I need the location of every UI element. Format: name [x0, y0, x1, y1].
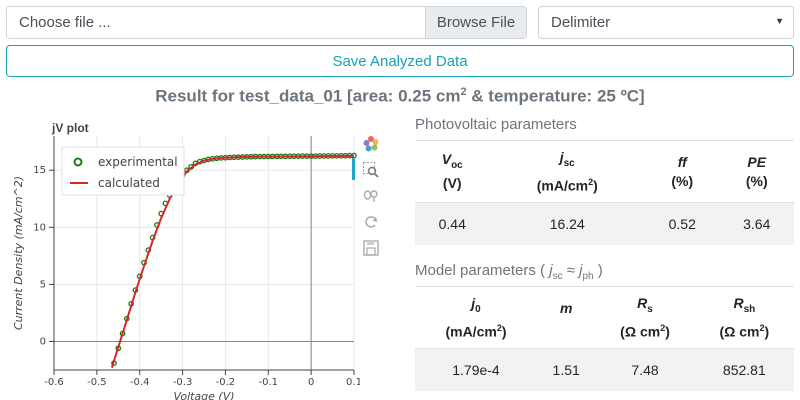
header-ff: ff (%) [644, 140, 720, 203]
browse-file-button[interactable]: Browse File [425, 7, 526, 38]
y-tick-label: 10 [33, 222, 46, 233]
x-axis-label: Voltage (V) [173, 390, 234, 400]
table-row: 0.44 16.24 0.52 3.64 [415, 202, 794, 245]
model-section-title: Model parameters ( jsc ≈ jph ) [415, 262, 603, 282]
header-jsc: jsc (mA/cm2) [489, 140, 645, 203]
value-m: 1.51 [536, 348, 596, 391]
header-rsh: Rsh (Ω cm2) [694, 286, 794, 349]
table-row: 1.79e-4 1.51 7.48 852.81 [415, 348, 794, 391]
reset-icon[interactable] [361, 212, 381, 232]
y-tick-label: 0 [40, 336, 46, 347]
legend-marker-experimental [73, 157, 83, 167]
value-rs: 7.48 [595, 348, 695, 391]
jv-plot[interactable]: -0.6 -0.5 -0.4 -0.3 -0.2 -0.1 0 0.1 0 5 10 15 Voltag… [0, 130, 360, 400]
value-pe: 3.64 [719, 202, 794, 245]
x-tick-label: 0.1 [346, 377, 360, 388]
legend-label-calculated: calculated [98, 176, 160, 190]
box-zoom-icon[interactable] [361, 160, 381, 180]
header-voc: Voc (V) [415, 140, 490, 203]
pv-params-table: Voc (V) jsc (mA/cm2) ff (%) PE (%) 0.44 16.2… [415, 140, 794, 245]
header-m: m [536, 286, 596, 349]
chevron-down-icon: ▼ [775, 16, 784, 26]
delimiter-select[interactable]: Delimiter ▼ [538, 6, 794, 39]
table-header-row: Voc (V) jsc (mA/cm2) ff (%) PE (%) [415, 140, 794, 203]
header-pe: PE (%) [719, 140, 794, 203]
result-title-exp: 2 [460, 86, 467, 98]
plot-toolbar [359, 134, 383, 264]
x-tick-label: -0.1 [259, 377, 279, 388]
delimiter-selected-value: Delimiter [551, 14, 611, 31]
value-j0: 1.79e-4 [415, 348, 537, 391]
legend-box [61, 146, 185, 196]
table-header-row: j0 (mA/cm2) m Rs (Ω cm2) Rsh (Ω cm2) [415, 286, 794, 349]
result-title: Result for test_data_01 [area: 0.25 cm2 … [0, 86, 800, 107]
y-axis-label: Current Density (mA/cm^2) [12, 176, 25, 330]
y-tick-label: 5 [40, 279, 46, 290]
file-input-label[interactable]: Choose file ... [7, 7, 425, 38]
y-tick-label: 15 [33, 165, 46, 176]
save-analyzed-data-button[interactable]: Save Analyzed Data [6, 45, 794, 77]
plot-title: jV plot [52, 121, 89, 135]
value-rsh: 852.81 [694, 348, 794, 391]
header-j0: j0 (mA/cm2) [415, 286, 537, 349]
x-tick-label: -0.2 [216, 377, 236, 388]
save-plot-icon[interactable] [361, 238, 381, 258]
series-line-calculated [110, 154, 355, 369]
header-rs: Rs (Ω cm2) [595, 286, 695, 349]
value-voc: 0.44 [415, 202, 490, 245]
wheel-zoom-icon[interactable] [361, 186, 381, 206]
file-input[interactable]: Choose file ... Browse File [6, 6, 527, 39]
x-tick-label: -0.3 [173, 377, 193, 388]
result-title-suffix: & temperature: 25 ºC] [466, 86, 645, 106]
x-tick-label: 0 [308, 377, 314, 388]
value-jsc: 16.24 [489, 202, 645, 245]
active-tool-indicator [352, 158, 355, 180]
model-params-table: j0 (mA/cm2) m Rs (Ω cm2) Rsh (Ω cm2) 1.79e-… [415, 286, 794, 391]
x-tick-label: -0.6 [44, 377, 64, 388]
x-tick-label: -0.5 [87, 377, 107, 388]
value-ff: 0.52 [644, 202, 720, 245]
result-title-prefix: Result for test_data_01 [area: 0.25 cm [155, 86, 461, 106]
x-tick-label: -0.4 [130, 377, 150, 388]
legend-label-experimental: experimental [98, 155, 178, 169]
pv-section-title: Photovoltaic parameters [415, 116, 577, 133]
bokeh-logo-icon[interactable] [361, 134, 381, 154]
